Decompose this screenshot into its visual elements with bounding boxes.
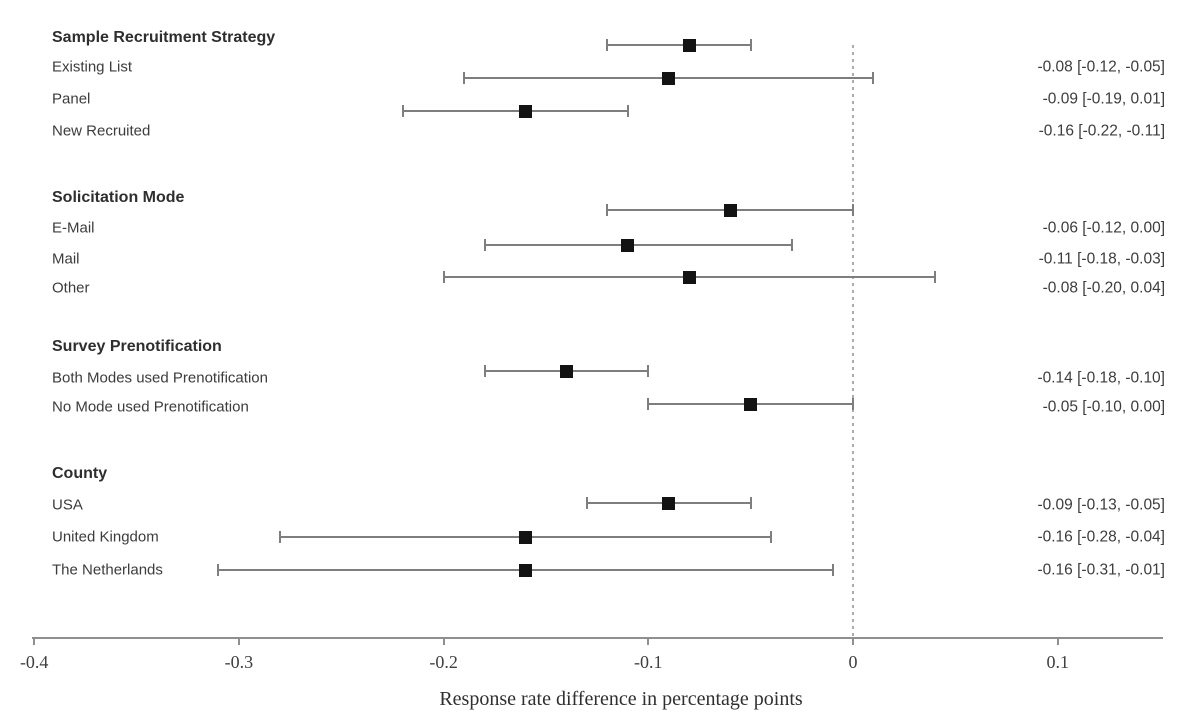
point-estimate-marker [662,71,676,85]
estimate-value-label: -0.16 [-0.28, -0.04] [1037,528,1165,546]
x-axis-tick [442,638,445,645]
ci-cap-high [626,105,629,117]
ci-cap-low [463,72,466,84]
row-label: Both Modes used Prenotification [52,369,268,387]
row-label: Existing List [52,58,133,76]
group-header: Sample Recruitment Strategy [52,29,276,46]
ci-cap-low [647,398,650,410]
ci-cap-high [770,531,773,543]
point-estimate-marker [518,563,532,577]
x-axis-title: Response rate difference in percentage p… [439,688,803,710]
point-estimate-marker [559,364,573,378]
row-label: No Mode used Prenotification [52,398,249,416]
x-axis-tick-label: -0.3 [224,652,254,672]
zero-reference-line [852,45,854,638]
point-estimate-marker [662,496,676,510]
ci-cap-high [872,72,875,84]
row-label: New Recruited [52,122,151,140]
ci-cap-high [790,239,793,251]
confidence-interval-line [607,44,751,46]
confidence-interval-line [402,110,628,112]
ci-cap-high [749,497,752,509]
point-estimate-marker [723,203,737,217]
point-estimate-marker [682,38,696,52]
x-axis-tick-label: -0.2 [429,652,458,672]
ci-cap-high [852,204,854,216]
group-header: County [52,465,108,482]
ci-cap-high [852,398,854,410]
row-label: Panel [52,90,91,108]
x-axis-tick-label: -0.4 [19,652,49,672]
confidence-interval-line [484,244,792,246]
x-axis-tick-label: 0 [848,652,858,672]
ci-cap-high [933,271,936,283]
estimate-value-label: -0.08 [-0.20, 0.04] [1042,279,1165,297]
estimate-value-label: -0.09 [-0.13, -0.05] [1037,496,1165,514]
row-label: Other [52,279,90,297]
point-estimate-marker [518,104,532,118]
x-axis-line [32,637,1163,639]
estimate-value-label: -0.11 [-0.18, -0.03] [1038,250,1165,268]
point-estimate-marker [744,397,758,411]
ci-cap-low [606,39,609,51]
x-axis-tick [33,638,36,645]
estimate-value-label: -0.09 [-0.19, 0.01] [1042,90,1165,108]
ci-cap-high [831,564,834,576]
ci-cap-low [606,204,609,216]
group-header: Solicitation Mode [52,189,185,206]
row-label: E-Mail [52,219,95,237]
row-label: Mail [52,250,80,268]
group-header: Survey Prenotification [52,338,222,355]
ci-cap-low [483,239,486,251]
estimate-value-label: -0.16 [-0.22, -0.11] [1038,122,1165,140]
x-axis-tick-label: 0.1 [1046,652,1069,672]
ci-cap-low [585,497,588,509]
x-axis-tick-label: -0.1 [634,652,663,672]
point-estimate-marker [682,270,696,284]
ci-cap-low [483,365,486,377]
ci-cap-low [442,271,445,283]
row-label: USA [52,496,83,514]
row-label: United Kingdom [52,528,159,546]
estimate-value-label: -0.06 [-0.12, 0.00] [1042,219,1165,237]
row-label: The Netherlands [52,561,163,579]
estimate-value-label: -0.05 [-0.10, 0.00] [1042,398,1165,416]
ci-cap-low [401,105,404,117]
point-estimate-marker [621,238,635,252]
ci-cap-high [749,39,752,51]
x-axis-tick [852,638,854,645]
estimate-value-label: -0.08 [-0.12, -0.05] [1037,58,1165,76]
point-estimate-marker [518,530,532,544]
estimate-value-label: -0.16 [-0.31, -0.01] [1037,561,1165,579]
x-axis-tick [237,638,240,645]
ci-cap-low [217,564,220,576]
x-axis-tick [1056,638,1059,645]
x-axis-tick [647,638,650,645]
estimate-value-label: -0.14 [-0.18, -0.10] [1037,369,1165,387]
ci-cap-low [278,531,281,543]
ci-cap-high [647,365,650,377]
